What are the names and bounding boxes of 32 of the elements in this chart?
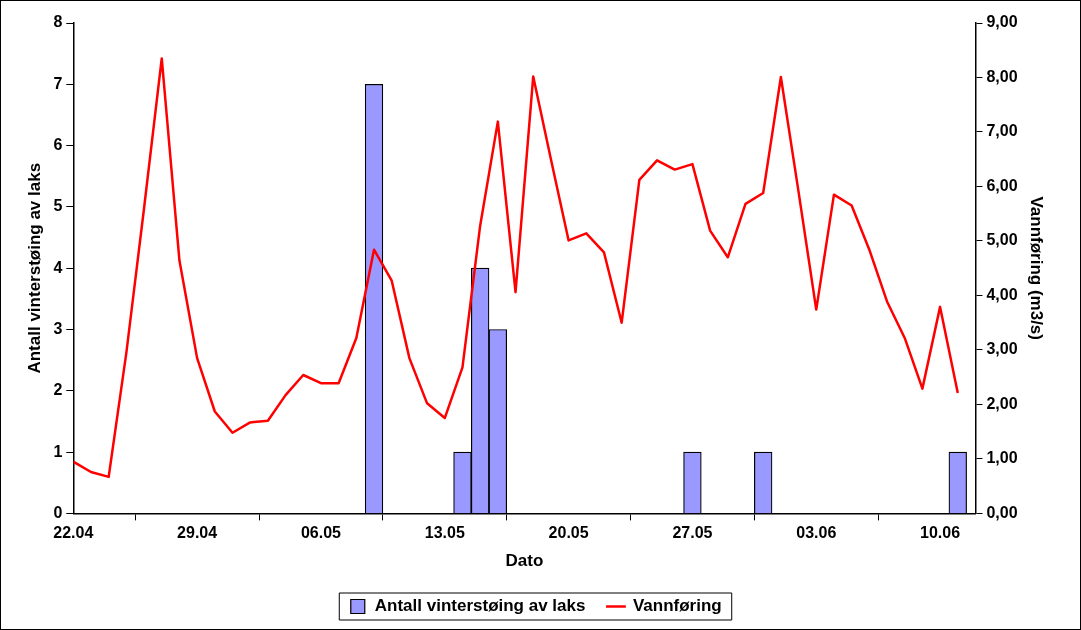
y2-axis-title: Vannføring (m3/s): [1027, 196, 1047, 340]
y-tick-label: 0: [53, 503, 63, 521]
y-tick-label: 4: [53, 258, 63, 276]
x-tick-label: 06.05: [300, 524, 342, 542]
y2-tick-label: 3,00: [986, 340, 1018, 358]
y2-tick-label: 0,00: [986, 503, 1018, 521]
y-tick-label: 8: [53, 13, 63, 31]
x-tick-label: 10.06: [920, 524, 961, 542]
y2-tick-label: 8,00: [986, 67, 1018, 85]
y2-tick-label: 6,00: [986, 176, 1018, 194]
y-tick-label: 1: [53, 442, 63, 460]
y2-tick-label: 5,00: [986, 231, 1018, 249]
x-tick-label: 13.05: [424, 524, 465, 542]
y-tick-label: 5: [53, 197, 63, 215]
y2-tick-label: 4,00: [986, 285, 1018, 303]
y2-tick-label: 7,00: [986, 122, 1018, 140]
legend-label: Antall vinterstøing av laks: [374, 596, 586, 616]
x-tick-label: 22.04: [53, 524, 94, 542]
x-tick-label: 20.05: [548, 524, 589, 542]
y2-tick-label: 2,00: [986, 394, 1018, 412]
y-tick-label: 2: [53, 381, 63, 399]
x-tick-label: 29.04: [177, 524, 218, 542]
y-tick-label: 6: [53, 136, 63, 154]
x-tick-label: 27.05: [672, 524, 713, 542]
y2-tick-label: 9,00: [986, 13, 1018, 31]
y2-tick-label: 1,00: [986, 449, 1018, 467]
y-tick-label: 7: [53, 74, 63, 92]
x-tick-label: 03.06: [796, 524, 837, 542]
y-axis-title: Antall vinterstøing av laks: [24, 162, 44, 374]
y-tick-label: 3: [53, 319, 63, 337]
legend-label: Vannføring: [632, 596, 722, 616]
x-axis-title: Dato: [505, 551, 544, 571]
